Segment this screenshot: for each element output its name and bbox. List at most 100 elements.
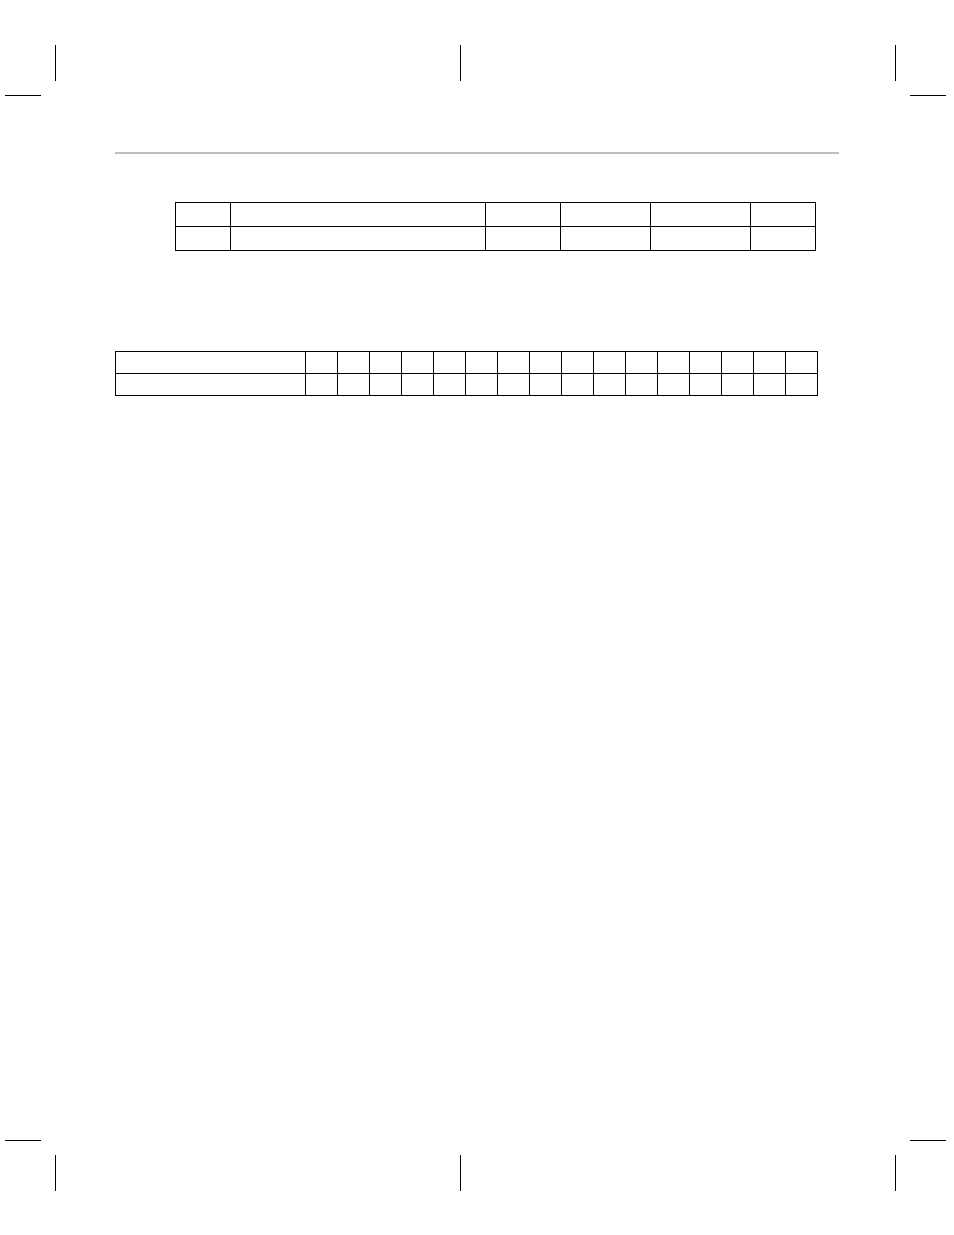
cell-text (626, 352, 657, 373)
table-cell (562, 374, 594, 396)
table-cell (651, 227, 751, 251)
cell-text (498, 352, 529, 373)
cell-text (754, 374, 785, 395)
cell-text (370, 374, 401, 395)
cell-text (722, 352, 753, 373)
table-1-grid (175, 202, 816, 251)
table-cell (498, 352, 530, 374)
cell-text (626, 374, 657, 395)
cell-text (338, 352, 369, 373)
table-cell (231, 227, 486, 251)
table-cell (651, 203, 751, 227)
table-cell (626, 352, 658, 374)
table-cell (486, 227, 561, 251)
table-cell (561, 203, 651, 227)
crop-mark (910, 1140, 946, 1141)
table-cell (231, 203, 486, 227)
table-cell (690, 352, 722, 374)
cell-text (561, 203, 650, 226)
cell-text (561, 227, 650, 250)
cell-text (658, 352, 689, 373)
cell-text (402, 374, 433, 395)
crop-mark (460, 1155, 461, 1191)
table-cell (754, 352, 786, 374)
table-row (176, 203, 816, 227)
page-body (115, 152, 839, 1115)
table-cell (402, 352, 434, 374)
cell-text (231, 227, 485, 250)
crop-mark (895, 1155, 896, 1191)
table-cell (530, 374, 562, 396)
cell-text (651, 227, 750, 250)
cell-text (786, 352, 817, 373)
cell-text (486, 203, 560, 226)
cell-text (402, 352, 433, 373)
table-cell (658, 374, 690, 396)
cell-text (751, 227, 815, 250)
cell-text (658, 374, 689, 395)
crop-mark (5, 95, 41, 96)
table-cell (116, 352, 306, 374)
cell-text (562, 374, 593, 395)
table-cell (338, 374, 370, 396)
cell-text (338, 374, 369, 395)
table-cell (562, 352, 594, 374)
table-2 (115, 351, 839, 396)
cell-text (306, 352, 337, 373)
table-cell (754, 374, 786, 396)
table-cell (722, 352, 754, 374)
cell-text (690, 374, 721, 395)
cell-text (434, 374, 465, 395)
table-cell (466, 374, 498, 396)
table-cell (751, 227, 816, 251)
table-cell (498, 374, 530, 396)
table-cell (176, 227, 231, 251)
cell-text (530, 374, 561, 395)
table-cell (561, 227, 651, 251)
cell-text (116, 352, 305, 373)
cell-text (722, 374, 753, 395)
crop-mark (5, 1140, 41, 1141)
table-cell (786, 352, 818, 374)
crop-mark (55, 45, 56, 81)
table-cell (594, 352, 626, 374)
table-cell (306, 352, 338, 374)
table-cell (116, 374, 306, 396)
cell-text (594, 352, 625, 373)
table-cell (486, 203, 561, 227)
cell-text (562, 352, 593, 373)
cell-text (651, 203, 750, 226)
cell-text (306, 374, 337, 395)
cell-text (176, 203, 230, 226)
crop-mark (460, 45, 461, 81)
cell-text (370, 352, 401, 373)
cell-text (466, 374, 497, 395)
table-row (116, 352, 818, 374)
cell-text (466, 352, 497, 373)
table-cell (176, 203, 231, 227)
cell-text (786, 374, 817, 395)
cell-text (116, 374, 305, 395)
cell-text (530, 352, 561, 373)
table-cell (466, 352, 498, 374)
table-cell (690, 374, 722, 396)
table-cell (786, 374, 818, 396)
cell-text (486, 227, 560, 250)
cell-text (176, 227, 230, 250)
table-cell (751, 203, 816, 227)
table-cell (434, 352, 466, 374)
table-row (116, 374, 818, 396)
cell-text (434, 352, 465, 373)
table-cell (370, 352, 402, 374)
table-cell (434, 374, 466, 396)
table-cell (338, 352, 370, 374)
table-row (176, 227, 816, 251)
table-cell (594, 374, 626, 396)
table-cell (370, 374, 402, 396)
table-2-grid (115, 351, 818, 396)
table-cell (658, 352, 690, 374)
table-1 (175, 202, 839, 251)
crop-mark (55, 1155, 56, 1191)
crop-mark (895, 45, 896, 81)
header-rule (115, 152, 839, 154)
